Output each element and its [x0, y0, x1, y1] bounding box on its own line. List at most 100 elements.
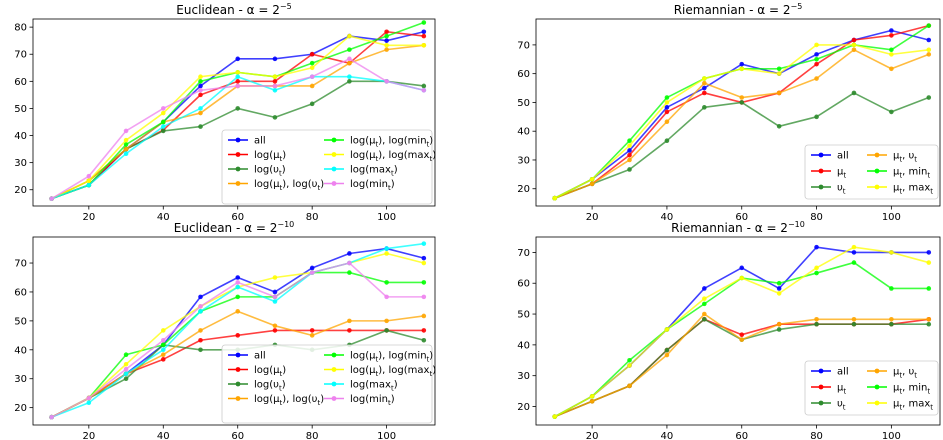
series-6 [552, 244, 932, 419]
data-point [384, 328, 389, 333]
data-point [160, 119, 166, 125]
data-point [851, 47, 857, 53]
data-point [347, 79, 352, 84]
data-point [347, 251, 352, 256]
data-point [86, 173, 92, 179]
x-tick-label: 60 [735, 431, 748, 440]
data-point [160, 342, 166, 348]
data-point [198, 337, 203, 343]
data-point [814, 52, 819, 57]
legend: all log(μt) log(υt)log(μt), log(υt) log(μt)… [221, 344, 436, 424]
data-point [384, 318, 389, 324]
legend-label: all [837, 367, 849, 378]
data-point [926, 37, 932, 43]
data-point [739, 100, 745, 105]
y-tick-label: 70 [517, 248, 530, 259]
legend-entry: υt [811, 399, 846, 412]
legend-swatch-marker [235, 352, 241, 358]
x-tick-label: 80 [810, 212, 823, 223]
chart-panel-3: Euclidean - α = 2−10 20 40 60 80 100 20 30 40 50 6… [14, 220, 436, 440]
legend-entry: log(μt), log(υt) [228, 394, 324, 407]
data-point [347, 33, 352, 39]
data-point [235, 106, 241, 111]
legend-swatch-marker [235, 396, 241, 401]
data-point [889, 316, 894, 322]
x-tick-label: 60 [231, 431, 244, 440]
data-point [198, 110, 203, 116]
legend-label: log(mint) [350, 179, 395, 192]
data-point [889, 286, 894, 291]
data-point [123, 146, 129, 152]
data-point [814, 114, 819, 120]
y-tick-label: 60 [14, 287, 27, 298]
data-point [664, 119, 670, 125]
data-point [384, 47, 389, 52]
chart-panel-1: Euclidean - α = 2−5 20 40 60 80 100 20 30 40 50 60… [14, 2, 436, 223]
data-point [814, 316, 819, 322]
data-point [309, 101, 315, 107]
data-point [235, 280, 241, 285]
data-point [664, 95, 670, 100]
series-8 [49, 260, 427, 420]
x-tick-label: 80 [810, 431, 823, 440]
legend: all log(μt) log(υt)log(μt), log(υt) log(μt)… [221, 129, 436, 205]
data-point [384, 251, 389, 256]
data-point [309, 333, 315, 338]
legend-label: μt, maxt [893, 183, 933, 196]
chart-title: Euclidean - α = 2−10 [174, 220, 295, 235]
data-point [702, 80, 707, 86]
legend-swatch-marker [818, 168, 824, 174]
data-point [160, 352, 166, 358]
y-tick-label: 30 [517, 155, 530, 166]
data-point [198, 106, 203, 111]
data-point [421, 29, 427, 35]
y-tick-label: 20 [14, 185, 27, 196]
legend-entry: log(μt), log(maxt) [324, 150, 436, 163]
data-point [272, 289, 278, 295]
data-point [776, 286, 782, 291]
legend-swatch-marker [331, 381, 337, 387]
legend-entry: log(mint) [324, 179, 395, 192]
data-point [552, 195, 558, 201]
y-tick-label: 70 [517, 40, 530, 51]
data-point [272, 323, 278, 329]
legend-swatch-marker [235, 137, 241, 143]
axes-frame [32, 18, 436, 207]
x-tick-label: 40 [157, 212, 170, 223]
data-point [627, 152, 632, 158]
axes-frame [535, 18, 941, 207]
legend-swatch-marker [818, 184, 824, 190]
y-tick-label: 70 [14, 50, 27, 61]
data-point [851, 42, 857, 48]
y-tick-label: 50 [14, 104, 27, 115]
legend-entry: μt [811, 383, 846, 396]
legend-label: μt [837, 383, 846, 396]
data-point [739, 275, 745, 281]
data-point [664, 105, 670, 110]
data-point [421, 313, 427, 319]
x-tick-label: 60 [735, 212, 748, 223]
data-point [123, 366, 129, 372]
data-point [702, 301, 707, 307]
data-point [123, 376, 129, 382]
data-point [702, 90, 707, 96]
data-point [421, 33, 427, 39]
data-point [198, 87, 203, 93]
data-point [421, 337, 427, 343]
legend-entry: log(maxt) [324, 380, 398, 393]
data-point [384, 294, 389, 300]
data-point [627, 143, 632, 148]
legend-box [804, 144, 939, 200]
data-point [851, 90, 857, 96]
data-point [814, 42, 819, 48]
data-point [814, 244, 819, 250]
y-tick-label: 30 [14, 158, 27, 169]
legend-swatch-marker [874, 184, 880, 190]
data-point [272, 328, 278, 333]
y-tick-label: 80 [14, 23, 27, 34]
legend-label: μt, maxt [893, 399, 933, 412]
y-tick-label: 50 [517, 310, 530, 321]
data-point [776, 321, 782, 327]
data-point [235, 333, 241, 338]
data-point [235, 70, 241, 75]
